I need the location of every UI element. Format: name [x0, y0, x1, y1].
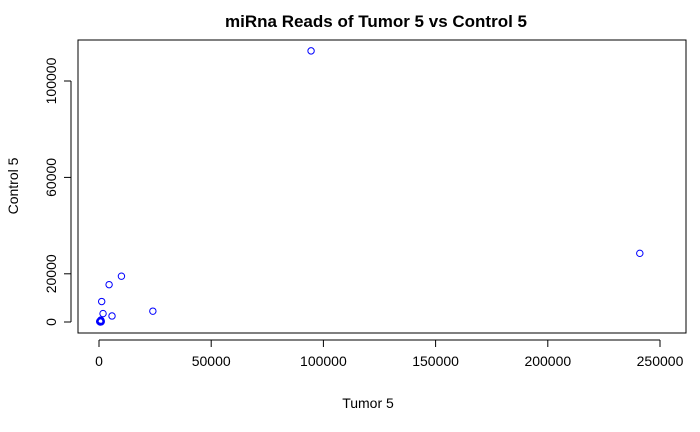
plot-box [77, 39, 687, 334]
y-tick-label: 20000 [43, 254, 59, 293]
data-point [307, 47, 315, 55]
x-tick-label: 100000 [300, 353, 347, 369]
x-tick-label: 0 [95, 353, 103, 369]
y-tick-label: 100000 [43, 57, 59, 104]
x-tick-label: 200000 [524, 353, 571, 369]
data-point [149, 307, 157, 315]
x-axis-label: Tumor 5 [342, 395, 394, 411]
data-point [96, 316, 105, 325]
data-points [95, 47, 644, 326]
data-point [117, 272, 126, 280]
y-axis-label: Control 5 [5, 157, 21, 214]
data-point [105, 280, 113, 289]
data-point [108, 312, 116, 320]
data-point [636, 249, 644, 258]
data-point [99, 309, 107, 318]
y-axis: 0 20000 60000 100000 [43, 57, 72, 326]
x-tick-label: 50000 [192, 353, 231, 369]
y-tick-label: 60000 [43, 158, 59, 197]
data-point [97, 297, 106, 306]
x-tick-label: 250000 [637, 353, 684, 369]
data-point [95, 317, 104, 326]
chart-title: miRna Reads of Tumor 5 vs Control 5 [225, 12, 527, 31]
x-axis: 0 50000 100000 150000 200000 250000 [95, 339, 684, 369]
x-tick-label: 150000 [412, 353, 459, 369]
y-tick-label: 0 [43, 318, 59, 326]
